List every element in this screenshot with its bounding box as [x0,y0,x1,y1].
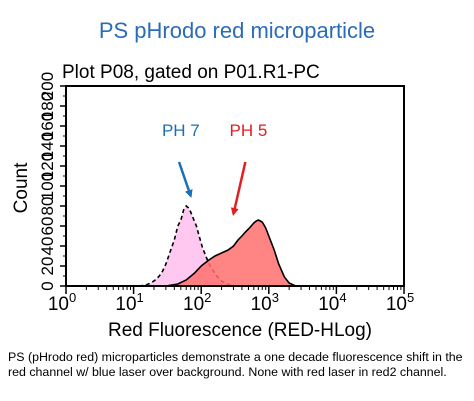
y-tick-label: 0 [38,281,57,290]
annotations: PH 7 PH 5 [162,121,268,216]
series-area-1 [139,206,236,286]
slide-caption: PS (pHrodo red) microparticles demonstra… [8,350,463,379]
y-tick-label: 40 [38,237,57,256]
series-layer [138,204,297,287]
x-axis: 100 101 102 103 104 105 [48,286,414,315]
y-tick-label: 180 [38,92,57,120]
y-tick-label: 20 [38,257,57,276]
y-tick-label: 200 [38,72,57,100]
plot-title: Plot P08, gated on P01.R1-PC [62,62,320,83]
histogram-chart: Plot P08, gated on P01.R1-PC 100 101 102 10… [11,62,414,341]
y-tick-label: 160 [38,112,57,140]
annotation-arrow [230,161,247,216]
series-line-2 [165,219,297,287]
x-tick-label: 101 [115,290,143,315]
annotation-arrow [177,161,193,198]
x-axis-label: Red Fluorescence (RED-HLog) [108,320,372,341]
x-tick-label: 105 [386,290,414,315]
annotation-label: PH 5 [230,121,268,140]
y-tick-label: 120 [38,152,57,180]
slide-title: PS pHrodo red microparticle [98,18,376,43]
y-tick-label: 140 [38,132,57,160]
y-tick-label: 60 [38,217,57,236]
x-tick-label: 103 [251,290,279,315]
y-axis-label: Count [11,162,32,213]
x-tick-label: 104 [318,290,346,315]
y-tick-label: 100 [38,172,57,200]
y-tick-label: 80 [38,197,57,216]
x-tick-label: 100 [48,290,76,315]
annotation-label: PH 7 [162,121,200,140]
x-tick-label: 102 [183,290,211,315]
